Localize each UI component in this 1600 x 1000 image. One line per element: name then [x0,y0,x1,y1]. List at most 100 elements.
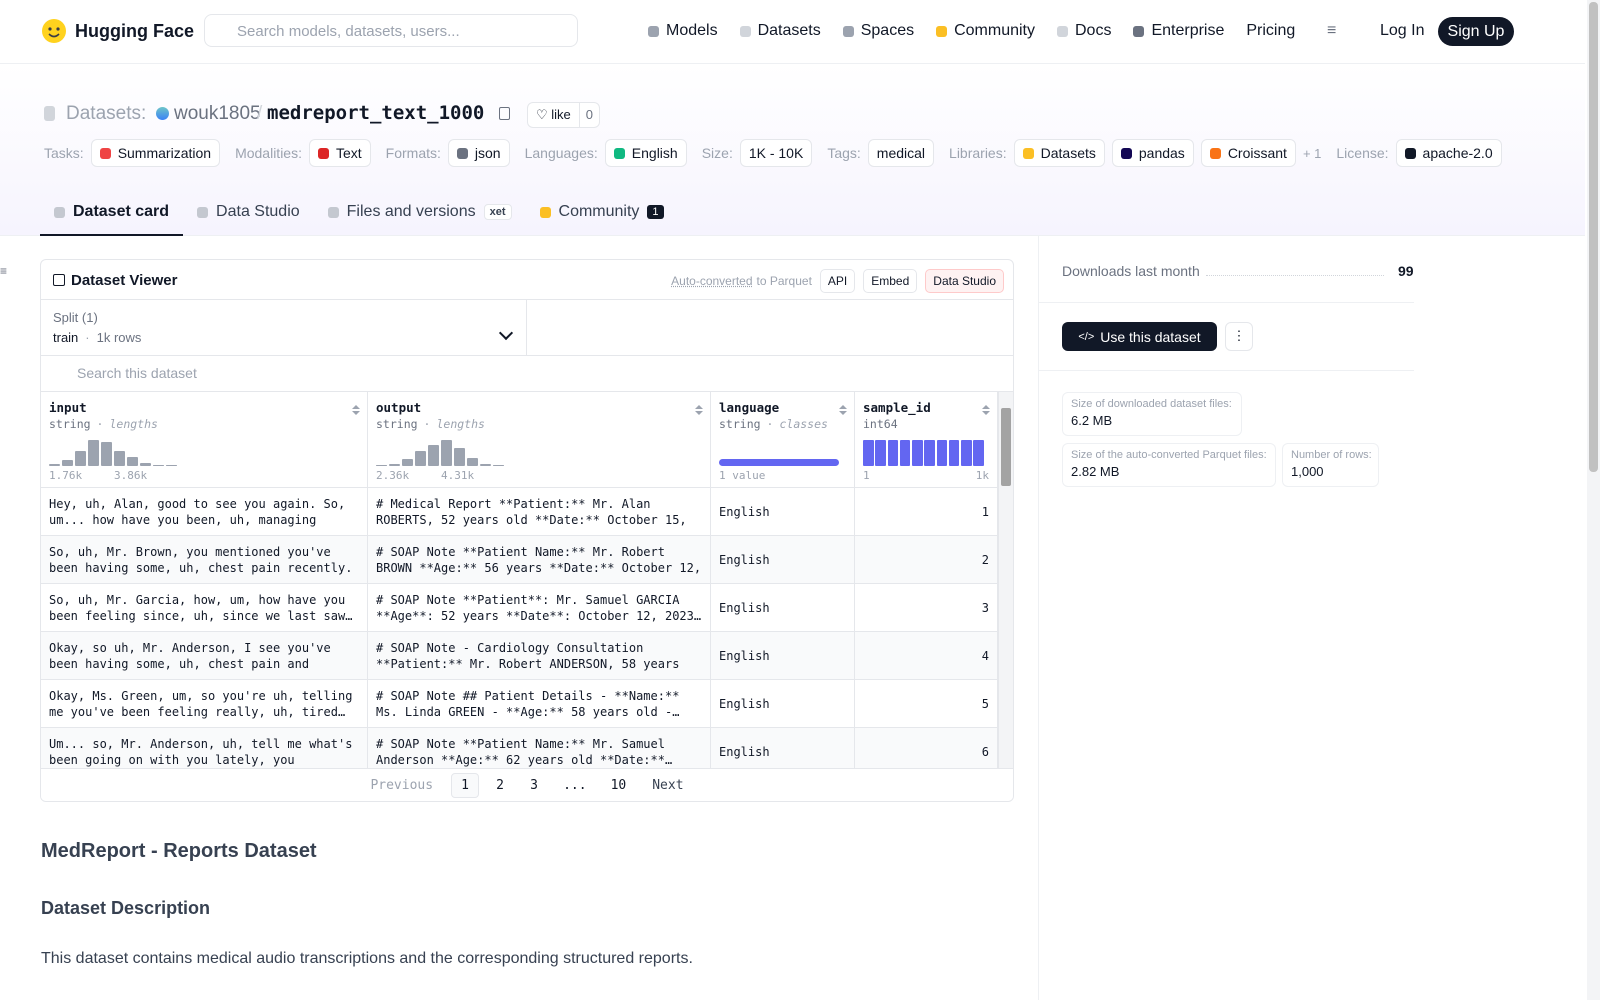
tag-text: Summarization [117,145,212,161]
histogram-bar [719,459,839,466]
histogram-bar [973,440,984,466]
search-box[interactable]: Search models, datasets, users... [204,14,578,47]
histogram-bar [402,459,413,466]
tag[interactable]: apache-2.0 [1395,139,1502,167]
tag[interactable]: 1K - 10K [739,139,813,167]
tab[interactable]: Community 1 [526,190,678,234]
viewer-button[interactable]: Embed [863,269,918,293]
histogram-bar [153,464,164,466]
sort-icon [839,401,847,409]
page-link[interactable]: 1 [451,773,480,798]
menu-icon[interactable]: ≡ [1327,22,1337,39]
tab-label: Community [558,203,640,220]
tab[interactable]: Files and versions xet [314,190,526,234]
tab[interactable]: Data Studio [183,190,314,234]
split-row: train · 1k rows [53,330,141,345]
cell-text: English [719,504,770,519]
tag-text: medical [876,145,926,161]
column-header: sample_id int64 1 1k [855,392,998,488]
table-cell: English [711,632,855,680]
owner[interactable]: wouk1805 [174,103,261,124]
stat-label: Size of downloaded dataset files: [1071,398,1232,410]
page-link[interactable]: 3 [530,778,538,793]
stat-label: Number of rows: [1291,449,1372,461]
tag[interactable]: English [604,139,687,167]
signup[interactable]: Sign Up [1438,17,1514,46]
tag-label: Languages: [524,145,598,161]
header: Datasets: wouk1805 / medreport_text_1000… [0,64,1585,236]
viewer-button[interactable]: API [819,269,856,293]
rule [41,299,1013,300]
histogram-bar [62,459,73,466]
column-name: language [719,400,780,415]
tab[interactable]: Dataset card [40,190,184,236]
hist-max: 1k [975,469,989,482]
tag[interactable]: Croissant [1200,139,1296,167]
cell-text: English [719,696,770,711]
auto-converted-link[interactable]: Auto-converted [671,274,753,288]
dtype-sep: · [96,417,104,431]
nav-text: Docs [1075,22,1112,39]
histogram-bar [88,440,99,466]
cell-text: 5 [981,696,989,711]
downloads: 99 [1398,263,1414,279]
nav-link[interactable]: Datasets [739,22,821,40]
copy-icon[interactable] [499,107,510,120]
tag[interactable]: medical [867,139,935,167]
page-prev[interactable]: Previous [370,778,434,793]
histogram-bar [376,464,387,466]
histogram-bar [75,450,86,466]
like-button[interactable]: ♡ like 0 [527,102,601,128]
tag[interactable]: Text [308,139,371,167]
tag[interactable]: Datasets [1013,139,1105,167]
column-header: output string · lengths 2.36k 4.31k [368,392,711,488]
search-dataset[interactable]: Search this dataset [77,365,197,381]
pagination: Previous 1 2 3... 10 Next [41,768,1013,801]
dataset-icon [44,106,55,121]
tag[interactable]: Summarization [90,139,221,167]
viewer-icon [53,274,65,286]
histogram-bar [875,440,886,466]
page-link[interactable]: ... [563,778,587,793]
nav-link[interactable]: Pricing [1246,22,1295,40]
dataset-name: medreport_text_1000 [267,102,485,124]
table-cell: English [711,488,855,536]
table-cell: # SOAP Note **Patient Name:** Mr. Robert… [368,536,711,584]
tag[interactable]: pandas [1111,139,1194,167]
side-toggle[interactable]: ≡ [0,264,8,278]
page-link[interactable]: 2 [496,778,504,793]
table-cell: Okay, Ms. Green, um, so you're uh, telli… [41,680,368,728]
nav-link[interactable]: Spaces [842,22,914,40]
hist-max: 3.86k [114,469,148,482]
nav-links: Models Datasets Spaces Community Docs Enterpr… [648,22,1295,40]
cell-text: 4 [981,648,989,663]
scroll-thumb[interactable] [1589,2,1598,472]
cell-text: # SOAP Note - Cardiology Consultation **… [376,640,680,671]
viewer-button[interactable]: Data Studio [925,269,1004,293]
nav-link[interactable]: Community [936,22,1035,40]
stat: lengths [109,417,158,431]
histogram-bar [441,440,452,466]
stat-value: 1,000 [1291,464,1324,479]
histogram-bar [428,444,439,466]
use-label: Use this dataset [1100,328,1201,345]
tag[interactable]: json [447,139,510,167]
nav-icon [1057,25,1068,37]
split-select[interactable]: Split (1) train · 1k rows [41,300,527,355]
column-type: int64 [863,417,898,431]
scrollbar[interactable] [1587,0,1600,1000]
histogram-bar [899,440,911,466]
tag-icon [456,147,468,159]
page-link[interactable]: 10 [610,778,627,793]
page-next[interactable]: Next [652,778,684,793]
table-scroll-thumb[interactable] [1001,408,1011,486]
split-rows: 1k rows [96,330,142,345]
use-dataset[interactable]: </> Use this dataset [1062,322,1217,351]
nav-link[interactable]: Enterprise [1133,22,1224,40]
more-button[interactable]: ⋮ [1225,322,1253,351]
nav-link[interactable]: Models [648,22,718,40]
brand[interactable]: Hugging Face [75,21,195,41]
nav-link[interactable]: Docs [1057,22,1111,40]
tags: Tasks: Summarization Modalities: Text Format… [44,139,1502,167]
login[interactable]: Log In [1380,22,1425,39]
